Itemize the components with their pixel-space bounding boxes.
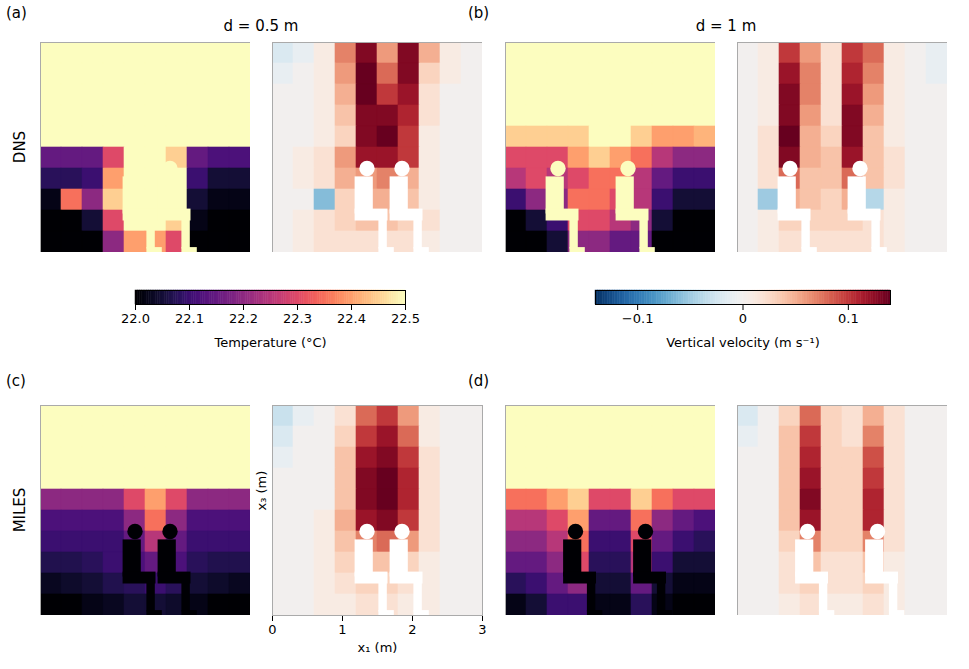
svg-text:22.2: 22.2 — [229, 311, 258, 326]
svg-text:x₃ (m): x₃ (m) — [254, 471, 269, 511]
svg-text:3: 3 — [478, 622, 486, 637]
html-text:(a): (a) — [6, 4, 27, 22]
svg-text:1: 1 — [338, 622, 346, 637]
svg-text:22.5: 22.5 — [391, 311, 420, 326]
svg-text:0.1: 0.1 — [838, 311, 859, 326]
html-text:(d): (d) — [468, 372, 490, 390]
svg-text:−0.1: −0.1 — [622, 311, 654, 326]
svg-text:0: 0 — [739, 311, 747, 326]
svg-text:Vertical velocity (m s⁻¹): Vertical velocity (m s⁻¹) — [666, 335, 820, 350]
html-text:MILES: MILES — [11, 487, 29, 533]
svg-text:22.1: 22.1 — [175, 311, 204, 326]
svg-text:22.3: 22.3 — [283, 311, 312, 326]
html-text:d = 0.5 m: d = 0.5 m — [223, 17, 299, 35]
svg-text:x₁ (m): x₁ (m) — [358, 640, 398, 655]
html-text:(b): (b) — [468, 4, 490, 22]
svg-text:2: 2 — [408, 622, 416, 637]
svg-text:22.4: 22.4 — [337, 311, 366, 326]
svg-text:Temperature (°C): Temperature (°C) — [213, 335, 326, 350]
html-text:(c): (c) — [6, 372, 26, 390]
svg-text:22.0: 22.0 — [121, 311, 150, 326]
html-text:d = 1 m: d = 1 m — [695, 17, 757, 35]
svg-text:0: 0 — [268, 622, 276, 637]
html-text:DNS: DNS — [11, 130, 29, 164]
